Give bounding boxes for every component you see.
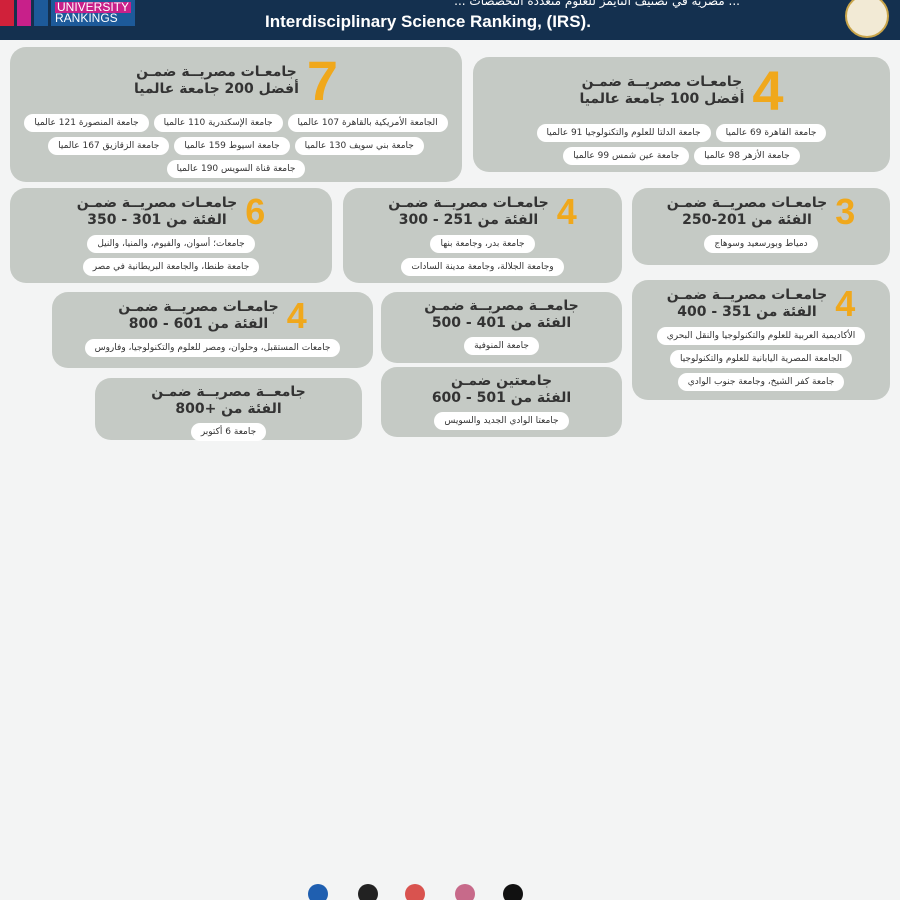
- youtube-icon[interactable]: [405, 884, 425, 900]
- count-number: 4: [835, 283, 856, 324]
- card-heading: جامعتين ضمـن: [450, 373, 553, 389]
- card-heading: جامعـات مصريــة ضمـن: [666, 195, 828, 211]
- header-banner: UNIVERSITY RANKINGS ... مصرية في تصنيف ال…: [0, 0, 900, 40]
- card-subheading: الفئة من 301 - 350: [87, 212, 227, 228]
- university-pill: جامعة القاهرة 69 عالميا: [715, 124, 827, 142]
- university-pill: الجامعة المصرية اليابانية للعلوم والتكنو…: [669, 350, 853, 368]
- card-heading: جامعـات مصريــة ضمـن: [76, 195, 238, 211]
- card-subheading: الفئة من 201-250: [682, 212, 812, 228]
- university-pill: وجامعة الجلالة، وجامعة مدينة السادات: [401, 258, 564, 276]
- card-subheading: أفضل 100 جامعة عالميا: [579, 91, 745, 107]
- ranking-card: 7 جامعـات مصريــة ضمـن أفضل 200 جامعة عالم…: [10, 47, 462, 182]
- ranking-card: جامعتين ضمـن الفئة من 501 - 600 جامعتا الو…: [381, 367, 622, 437]
- university-pill: جامعات؛ أسوان، والفيوم، والمنيا، والنيل: [87, 235, 255, 253]
- ranking-card: 4 جامعـات مصريــة ضمـن أفضل 100 جامعة عالم…: [473, 57, 890, 172]
- instagram-icon[interactable]: [455, 884, 475, 900]
- university-pill: جامعة عين شمس 99 عالميا: [563, 147, 690, 165]
- ranking-card: 4 جامعـات مصريــة ضمـن الفئة من 351 - 400 ا…: [632, 280, 890, 400]
- university-pill: جامعات المستقبل، وحلوان، ومصر للعلوم وال…: [84, 339, 341, 357]
- ministry-seal-logo: [845, 0, 889, 38]
- university-pill: الأكاديمية العربية للعلوم والتكنولوجيا و…: [656, 327, 866, 345]
- card-subheading: الفئة من +800: [175, 401, 282, 417]
- university-pill: جامعة طنطا، والجامعة البريطانية في مصر: [82, 258, 260, 276]
- university-pill: جامعة بني سويف 130 عالميا: [294, 137, 424, 155]
- footer-social-bar: [0, 441, 900, 900]
- card-heading: جامعـات مصريــة ضمـن: [666, 287, 828, 303]
- university-pill: جامعة قناة السويس 190 عالميا: [166, 160, 306, 178]
- university-pill: جامعة المنصورة 121 عالميا: [24, 114, 149, 132]
- ranking-card: 6 جامعـات مصريــة ضمـن الفئة من 301 - 350 ج…: [10, 188, 332, 283]
- university-pill: جامعتا الوادي الجديد والسويس: [434, 412, 569, 430]
- ranking-card: جامعــة مصريــة ضمـن الفئة من 401 - 500 جا…: [381, 292, 622, 363]
- university-pill: جامعة الأزهر 98 عالميا: [694, 147, 800, 165]
- university-pill: جامعة كفر الشيخ، وجامعة جنوب الوادي: [677, 373, 845, 391]
- university-pill: جامعة الدلتا للعلوم والتكنولوجيا 91 عالم…: [536, 124, 711, 142]
- university-pill: جامعة الزقازيق 167 عالميا: [48, 137, 170, 155]
- ranking-card: 4 جامعـات مصريــة ضمـن الفئة من 251 - 300 ج…: [343, 188, 622, 283]
- card-heading: جامعـات مصريــة ضمـن: [388, 195, 549, 211]
- card-heading: جامعــة مصريــة ضمـن: [151, 384, 306, 400]
- card-subheading: الفئة من 351 - 400: [677, 304, 817, 320]
- count-number: 7: [306, 49, 339, 112]
- ranking-card: 3 جامعـات مصريــة ضمـن الفئة من 201-250 دمي…: [632, 188, 890, 265]
- university-pill: دمياط وبورسعيد وسوهاج: [704, 235, 818, 253]
- card-subheading: الفئة من 401 - 500: [431, 315, 572, 331]
- facebook-icon[interactable]: [308, 884, 328, 900]
- count-number: 4: [286, 295, 307, 336]
- header-arabic-title: ... مصرية في تصنيف التايمز للعلوم متعددة…: [454, 0, 740, 8]
- threads-icon[interactable]: [503, 884, 523, 900]
- ranking-card: جامعــة مصريــة ضمـن الفئة من +800 جامعة 6…: [95, 378, 362, 441]
- the-rankings-logo: UNIVERSITY RANKINGS: [0, 0, 136, 26]
- card-subheading: الفئة من 501 - 600: [431, 390, 572, 406]
- count-number: 4: [556, 191, 577, 232]
- university-pill: جامعة الإسكندرية 110 عالميا: [153, 114, 283, 132]
- card-heading: جامعــة مصريــة ضمـن: [424, 298, 579, 314]
- header-title: Interdisciplinary Science Ranking, (IRS)…: [265, 12, 591, 31]
- university-pill: جامعة بدر، وجامعة بنها: [430, 235, 535, 253]
- count-number: 6: [245, 191, 266, 232]
- ranking-card: 4 جامعـات مصريــة ضمـن الفئة من 601 - 800 ج…: [52, 292, 373, 368]
- count-number: 4: [752, 59, 784, 122]
- card-heading: جامعـات مصريــة ضمـن: [581, 74, 743, 90]
- card-subheading: أفضل 200 جامعة عالميا: [133, 81, 299, 97]
- university-pill: الجامعة الأمريكية بالقاهرة 107 عالميا: [287, 114, 448, 132]
- card-heading: جامعـات مصريــة ضمـن: [136, 64, 297, 80]
- university-pill: جامعة اسيوط 159 عالميا: [174, 137, 290, 155]
- x-icon[interactable]: [358, 884, 378, 900]
- university-pill: جامعة 6 أكتوبر: [190, 423, 267, 441]
- card-subheading: الفئة من 601 - 800: [128, 316, 269, 332]
- count-number: 3: [835, 191, 856, 232]
- card-heading: جامعـات مصريــة ضمـن: [118, 299, 279, 315]
- card-subheading: الفئة من 251 - 300: [398, 212, 539, 228]
- university-pill: جامعة المنوفية: [464, 337, 539, 355]
